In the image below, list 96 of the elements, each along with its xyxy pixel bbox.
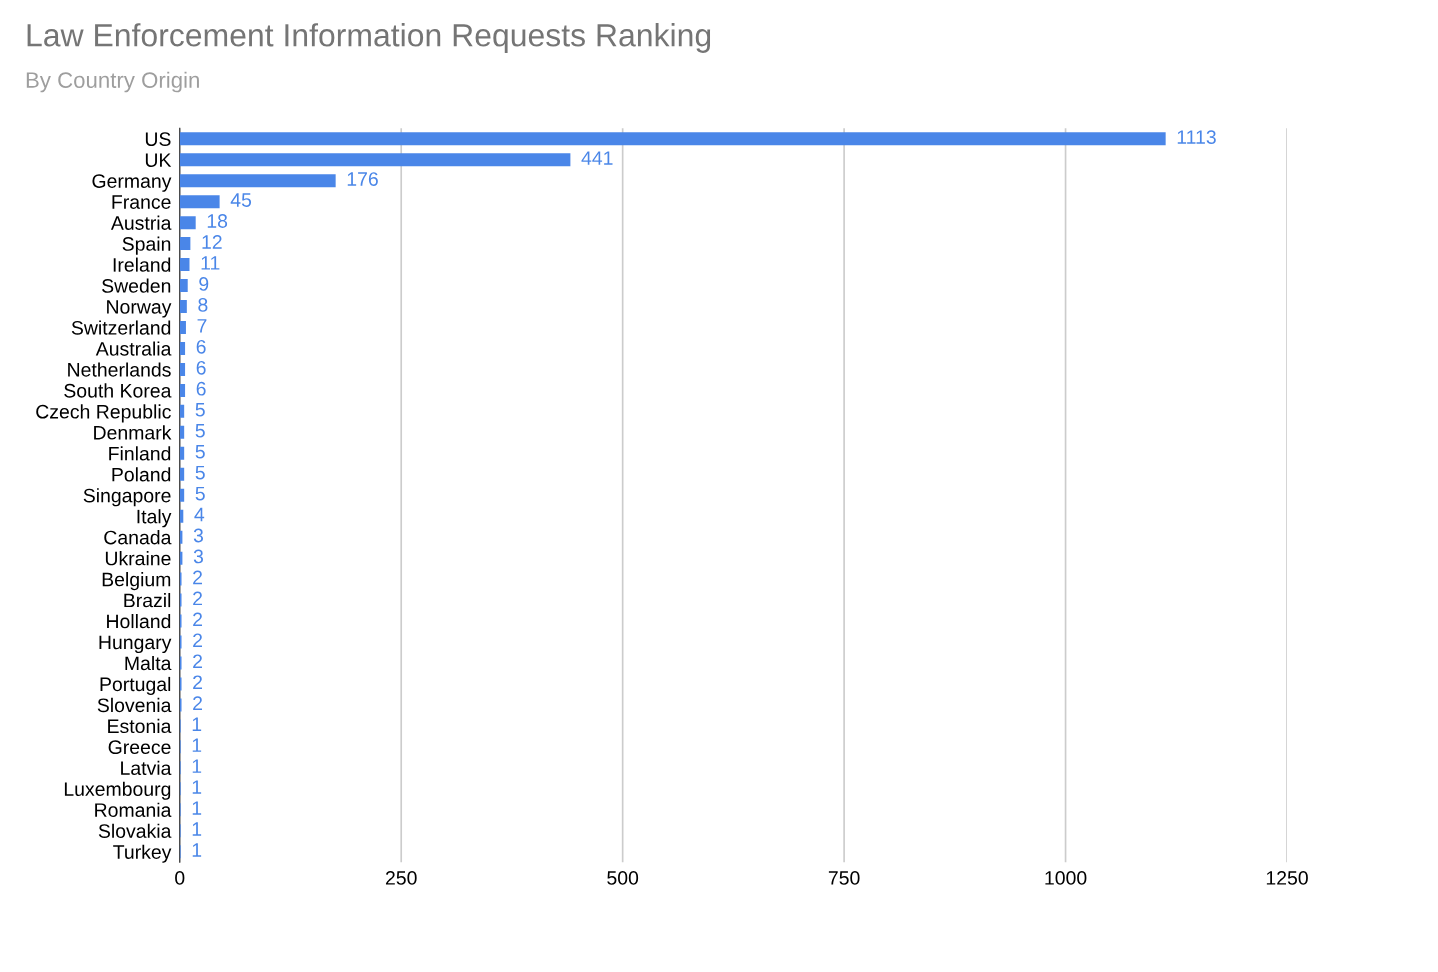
- y-tick-label: Romania: [95, 802, 172, 817]
- data-label: 1: [192, 759, 202, 773]
- y-tick-label: Singapore: [83, 488, 171, 507]
- bar: [179, 132, 1166, 146]
- y-tick-label: Australia: [95, 341, 172, 356]
- y-tick-label: Estonia: [108, 718, 172, 734]
- y-tick-label: Sweden: [102, 278, 171, 293]
- bar: [179, 258, 190, 272]
- data-label: 8: [198, 297, 208, 312]
- x-tick-label: 750: [828, 871, 860, 885]
- y-tick-label: Switzerland: [71, 320, 171, 335]
- y-tick-label: UK: [145, 153, 172, 167]
- y-tick-label: Czech Republic: [36, 404, 171, 423]
- data-label: 3: [193, 549, 203, 564]
- data-label: 2: [193, 696, 202, 710]
- y-tick-label: South Korea: [64, 383, 172, 398]
- y-tick-label: Ukraine: [105, 551, 171, 566]
- y-tick-label: Finland: [109, 446, 171, 461]
- y-tick-label: France: [112, 195, 171, 209]
- data-label: 1: [192, 780, 202, 794]
- bar: [179, 446, 185, 460]
- data-label: 176: [347, 172, 378, 186]
- bar: [179, 467, 185, 481]
- bar: [179, 488, 185, 502]
- data-label: 5: [195, 465, 205, 480]
- x-tick-label: 0: [175, 871, 185, 885]
- data-label: 2: [193, 633, 202, 648]
- data-label: 6: [196, 360, 206, 375]
- data-label: 5: [195, 444, 205, 459]
- data-label: 6: [196, 339, 206, 354]
- bar: [179, 300, 187, 314]
- bar: [179, 404, 185, 418]
- x-tick-label: 1250: [1266, 871, 1308, 885]
- y-tick-label: Germany: [92, 174, 172, 192]
- y-tick-label: Slovenia: [97, 697, 172, 713]
- data-label: 5: [195, 423, 205, 438]
- y-tick-label: Brazil: [124, 593, 171, 608]
- data-label: 5: [195, 486, 205, 501]
- data-label: 1113: [1177, 130, 1216, 145]
- y-tick-label: US: [145, 132, 171, 147]
- data-label: 45: [230, 193, 252, 207]
- data-label: 2: [193, 612, 202, 627]
- bar: [179, 216, 196, 230]
- data-label: 441: [581, 151, 613, 165]
- bar: [179, 174, 336, 188]
- data-label: 5: [195, 403, 205, 417]
- chart-title: Law Enforcement Information Requests Ranking: [27, 23, 711, 53]
- bar: [179, 383, 186, 397]
- data-label: 2: [193, 675, 202, 689]
- bar: [179, 153, 571, 167]
- y-tick-label: Spain: [122, 236, 171, 255]
- data-label: 4: [194, 507, 205, 522]
- y-tick-label: Netherlands: [68, 362, 171, 377]
- y-tick-label: Turkey: [113, 844, 172, 863]
- data-label: 2: [193, 591, 202, 606]
- data-label: 2: [193, 570, 202, 585]
- y-tick-label: Belgium: [102, 572, 171, 591]
- data-label: 1: [192, 801, 202, 815]
- bar: [179, 362, 186, 376]
- bar: [179, 237, 191, 251]
- y-tick-label: Denmark: [94, 425, 172, 440]
- y-tick-label: Ireland: [113, 257, 171, 272]
- y-tick-label: Poland: [112, 467, 171, 482]
- y-tick-label: Holland: [107, 613, 171, 629]
- y-tick-label: Italy: [137, 509, 172, 528]
- data-label: 11: [201, 256, 220, 270]
- y-tick-label: Canada: [104, 530, 172, 545]
- data-label: 1: [192, 822, 202, 836]
- x-tick-label: 1000: [1045, 871, 1087, 885]
- data-label: 18: [207, 214, 228, 228]
- y-tick-label: Hungary: [99, 635, 172, 654]
- data-label: 3: [193, 528, 203, 543]
- y-tick-label: Greece: [108, 740, 171, 755]
- chart-subtitle: By Country Origin: [26, 71, 199, 93]
- x-tick-label: 250: [385, 871, 417, 885]
- y-tick-label: Austria: [110, 215, 172, 230]
- data-label: 12: [202, 235, 222, 249]
- bar: [179, 341, 186, 355]
- y-tick-label: Norway: [107, 300, 172, 318]
- data-label: 1: [192, 717, 202, 731]
- y-tick-label: Malta: [125, 655, 172, 671]
- bar: [179, 279, 188, 293]
- y-tick-label: Portugal: [100, 676, 171, 696]
- y-tick-label: Slovakia: [98, 823, 172, 838]
- data-label: 2: [193, 654, 202, 668]
- bar: [179, 195, 220, 209]
- data-label: 1: [192, 738, 202, 752]
- y-tick-label: Latvia: [121, 760, 172, 776]
- data-label: 1: [192, 843, 202, 857]
- x-tick-label: 500: [607, 871, 639, 885]
- data-label: 9: [199, 277, 209, 291]
- data-label: 6: [196, 381, 206, 396]
- bar: [179, 320, 186, 334]
- data-label: 7: [197, 319, 207, 333]
- bar: [179, 425, 185, 439]
- y-tick-label: Luxembourg: [64, 781, 171, 800]
